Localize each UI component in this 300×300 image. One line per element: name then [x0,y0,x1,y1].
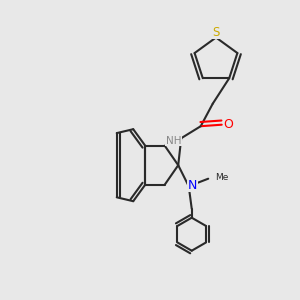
Text: S: S [212,26,220,39]
Text: N: N [188,178,197,191]
Text: O: O [224,118,233,131]
Text: Me: Me [215,173,228,182]
Text: NH: NH [166,136,181,146]
